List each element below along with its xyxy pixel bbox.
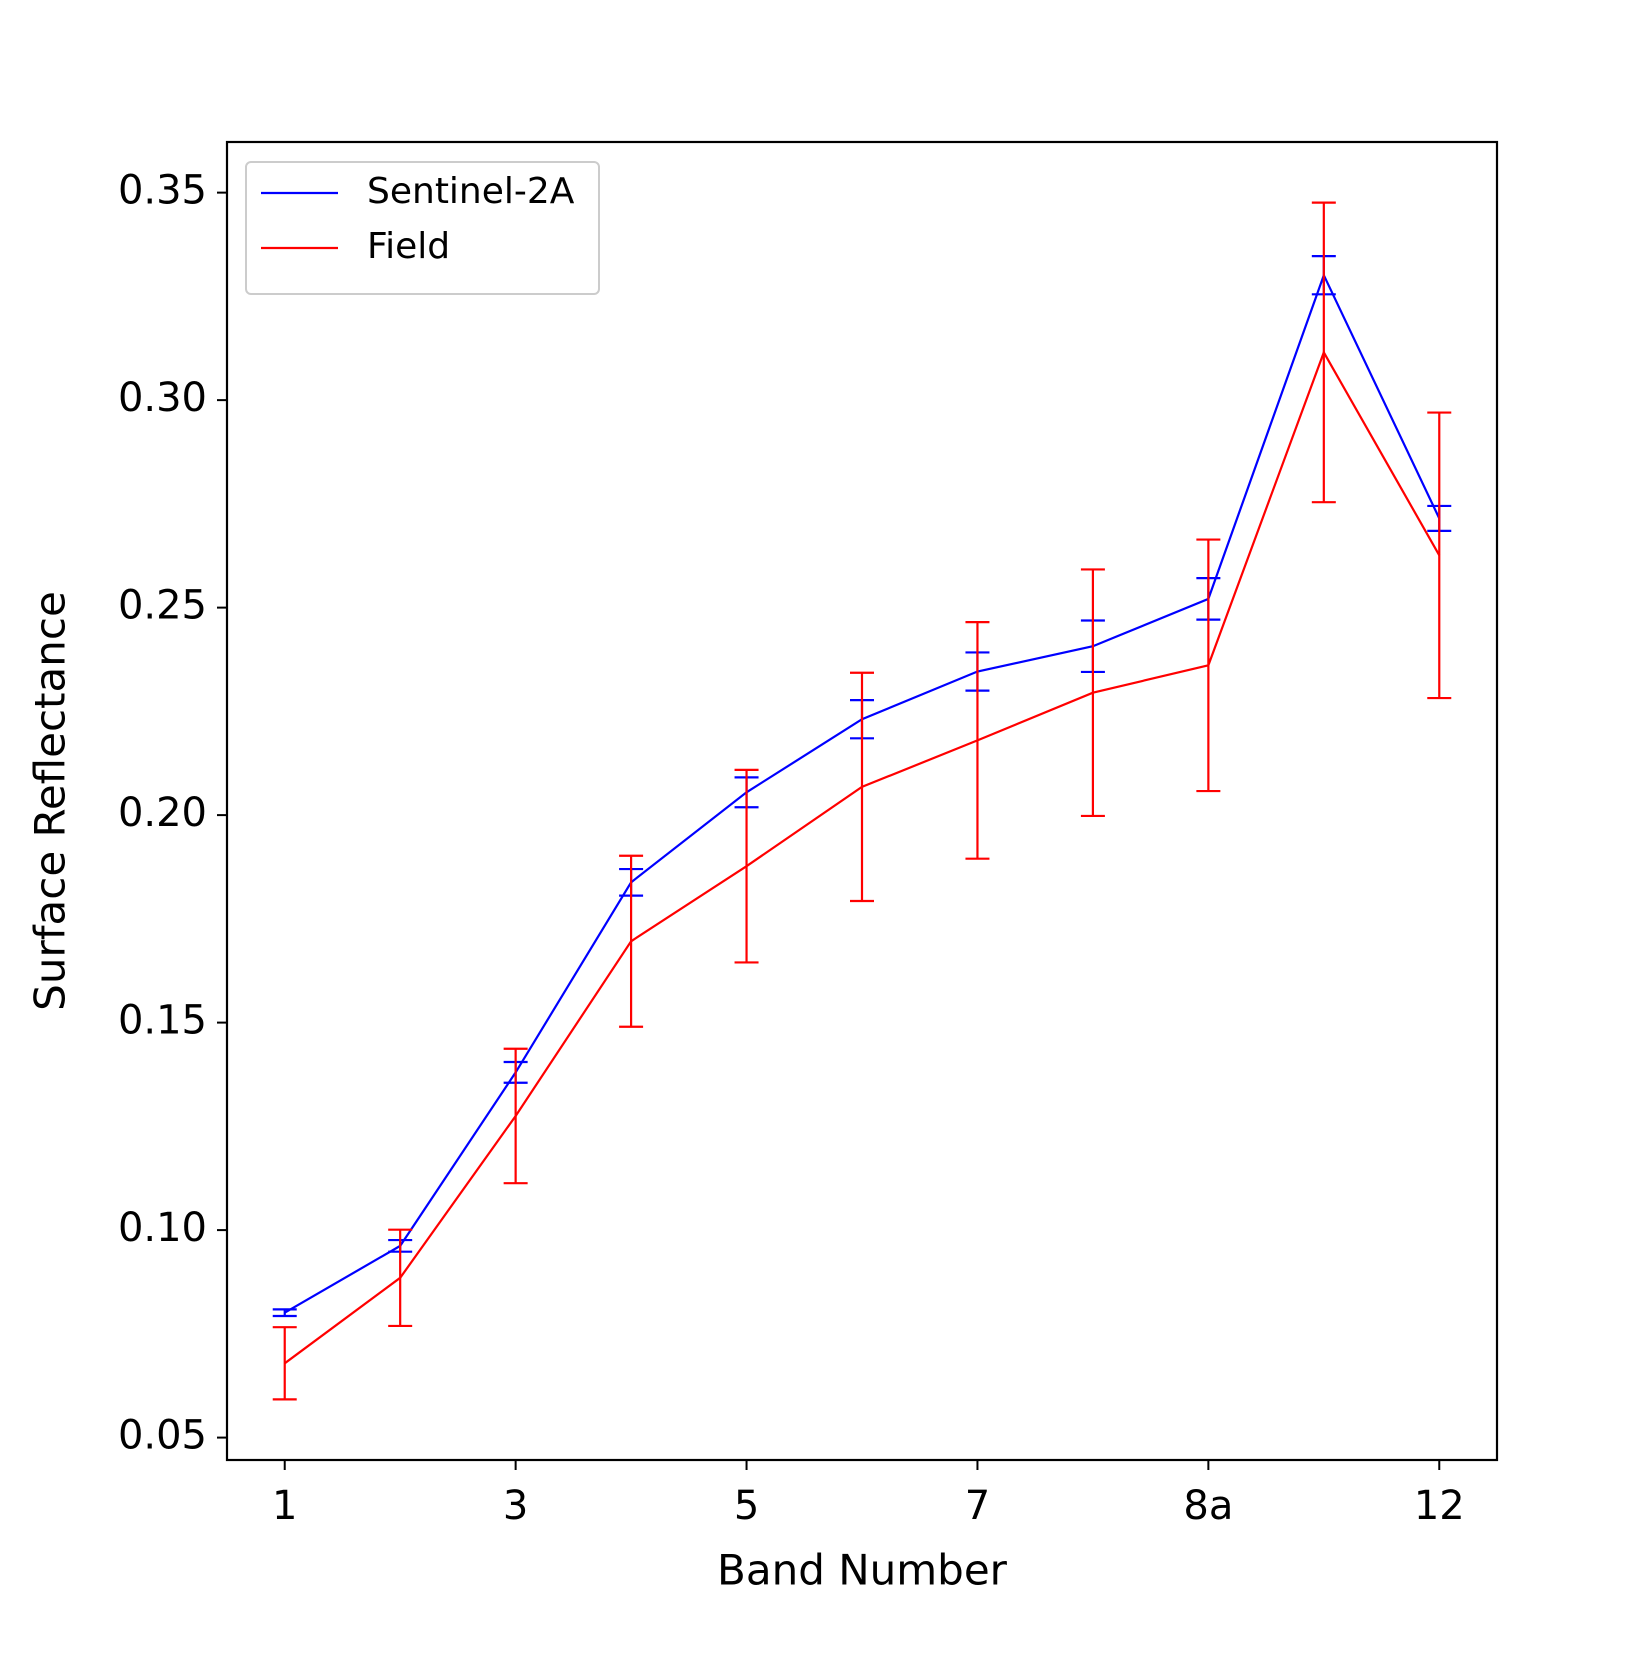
x-tick-label: 5	[734, 1483, 759, 1529]
y-tick-label: 0.30	[118, 375, 207, 421]
y-tick-label: 0.35	[118, 168, 207, 214]
series	[272, 201, 1452, 1401]
plot-frame	[225, 140, 1499, 1462]
x-tick-label: 8a	[1183, 1483, 1233, 1529]
x-tick-label: 3	[503, 1483, 528, 1529]
x-tick-label: 12	[1414, 1483, 1465, 1529]
legend-box	[245, 161, 600, 295]
x-axis-label: Band Number	[717, 1546, 1008, 1595]
y-tick-label: 0.15	[118, 998, 207, 1044]
y-tick-label: 0.25	[118, 583, 207, 629]
x-tick-label: 7	[965, 1483, 990, 1529]
y-tick-label: 0.20	[118, 790, 207, 836]
legend-label: Field	[367, 226, 450, 267]
legend-label: Sentinel-2A	[367, 171, 575, 212]
y-tick-label: 0.10	[118, 1205, 207, 1251]
line	[284, 349, 1441, 1365]
y-tick-label: 0.05	[118, 1413, 207, 1459]
y-axis-label: Surface Reflectance	[26, 591, 75, 1011]
x-tick-label: 1	[272, 1483, 297, 1529]
